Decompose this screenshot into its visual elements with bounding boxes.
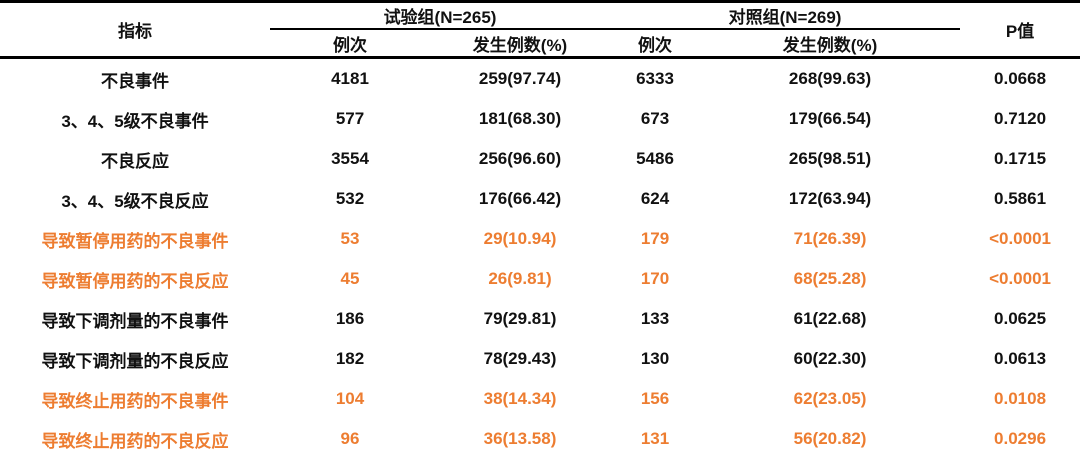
- trial-occurrence-cell: 259(97.74): [478, 69, 562, 88]
- control-cases-cell: 170: [640, 269, 670, 288]
- trial-occurrence-cell: 78(29.43): [483, 349, 557, 368]
- control-occurrence-cell: 68(25.28): [793, 269, 867, 288]
- control-occurrence-cell: 62(23.05): [793, 389, 867, 408]
- header-trial-group: 试验组(N=265): [270, 1, 611, 30]
- indicator-cell: 导致终止用药的不良事件: [41, 391, 229, 411]
- indicator-cell: 不良事件: [101, 71, 169, 91]
- control-occurrence-cell: 60(22.30): [793, 349, 867, 368]
- header-trial-cases: 例次: [270, 29, 430, 59]
- trial-cases-cell: 186: [335, 309, 365, 328]
- trial-occurrence-cell: 26(9.81): [488, 269, 552, 288]
- header-control-occurrence: 发生例数(%): [700, 29, 961, 59]
- control-occurrence-cell: 179(66.54): [788, 109, 872, 128]
- p-value-cell: 0.0613: [994, 349, 1047, 368]
- trial-cases-cell: 4181: [331, 69, 369, 88]
- table-row: 3、4、5级不良反应 532 176(66.42) 624 172(63.94)…: [0, 179, 1080, 219]
- trial-cases-cell: 45: [340, 269, 360, 288]
- control-occurrence-cell: 172(63.94): [788, 189, 872, 208]
- table-row-highlighted: 导致暂停用药的不良反应 45 26(9.81) 170 68(25.28) <0…: [0, 259, 1080, 299]
- table-row: 不良事件 4181 259(97.74) 6333 268(99.63) 0.0…: [0, 58, 1080, 100]
- control-cases-cell: 131: [640, 429, 670, 448]
- p-value-cell: 0.5861: [994, 189, 1047, 208]
- indicator-cell: 3、4、5级不良事件: [61, 111, 209, 131]
- table-row: 3、4、5级不良事件 577 181(68.30) 673 179(66.54)…: [0, 99, 1080, 139]
- control-occurrence-cell: 61(22.68): [793, 309, 867, 328]
- p-value-cell: 0.0108: [994, 389, 1047, 408]
- control-occurrence-cell: 268(99.63): [788, 69, 872, 88]
- trial-cases-cell: 577: [335, 109, 365, 128]
- control-cases-cell: 156: [640, 389, 670, 408]
- p-value-cell: 0.0668: [994, 69, 1047, 88]
- trial-cases-cell: 104: [335, 389, 365, 408]
- header-control-cases: 例次: [610, 29, 701, 59]
- header-control-group: 对照组(N=269): [610, 1, 961, 30]
- trial-occurrence-cell: 176(66.42): [478, 189, 562, 208]
- trial-occurrence-cell: 181(68.30): [478, 109, 562, 128]
- indicator-cell: 导致暂停用药的不良反应: [41, 271, 229, 291]
- trial-cases-cell: 532: [335, 189, 365, 208]
- control-cases-cell: 673: [640, 109, 670, 128]
- control-cases-cell: 179: [640, 229, 670, 248]
- control-cases-cell: 133: [640, 309, 670, 328]
- control-occurrence-cell: 265(98.51): [788, 149, 872, 168]
- control-cases-cell: 6333: [636, 69, 674, 88]
- trial-occurrence-cell: 79(29.81): [483, 309, 557, 328]
- trial-occurrence-cell: 36(13.58): [483, 429, 557, 448]
- control-occurrence-cell: 71(26.39): [793, 229, 867, 248]
- p-value-cell: <0.0001: [989, 229, 1051, 248]
- trial-cases-cell: 3554: [331, 149, 369, 168]
- p-value-cell: 0.0296: [994, 429, 1047, 448]
- indicator-cell: 导致下调剂量的不良反应: [41, 351, 229, 371]
- table-row: 不良反应 3554 256(96.60) 5486 265(98.51) 0.1…: [0, 139, 1080, 179]
- control-occurrence-cell: 56(20.82): [793, 429, 867, 448]
- p-value-cell: 0.7120: [994, 109, 1047, 128]
- indicator-cell: 不良反应: [101, 151, 169, 171]
- p-value-cell: 0.0625: [994, 309, 1047, 328]
- trial-occurrence-cell: 38(14.34): [483, 389, 557, 408]
- control-cases-cell: 624: [640, 189, 670, 208]
- header-indicator: 指标: [0, 1, 270, 59]
- trial-cases-cell: 182: [335, 349, 365, 368]
- control-cases-cell: 5486: [636, 149, 674, 168]
- trial-occurrence-cell: 29(10.94): [483, 229, 557, 248]
- indicator-cell: 导致终止用药的不良反应: [41, 431, 229, 451]
- indicator-cell: 导致下调剂量的不良事件: [41, 311, 229, 331]
- indicator-cell: 3、4、5级不良反应: [61, 191, 209, 211]
- table-row-highlighted: 导致暂停用药的不良事件 53 29(10.94) 179 71(26.39) <…: [0, 219, 1080, 259]
- header-p-value: P值: [960, 1, 1080, 59]
- table-row: 导致下调剂量的不良事件 186 79(29.81) 133 61(22.68) …: [0, 299, 1080, 339]
- trial-cases-cell: 96: [340, 429, 360, 448]
- table-row-highlighted: 导致终止用药的不良事件 104 38(14.34) 156 62(23.05) …: [0, 379, 1080, 419]
- header-trial-occurrence: 发生例数(%): [430, 29, 611, 59]
- trial-occurrence-cell: 256(96.60): [478, 149, 562, 168]
- trial-cases-cell: 53: [340, 229, 360, 248]
- p-value-cell: <0.0001: [989, 269, 1051, 288]
- indicator-cell: 导致暂停用药的不良事件: [41, 231, 229, 251]
- control-cases-cell: 130: [640, 349, 670, 368]
- table-row-highlighted: 导致终止用药的不良反应 96 36(13.58) 131 56(20.82) 0…: [0, 419, 1080, 458]
- table-row: 导致下调剂量的不良反应 182 78(29.43) 130 60(22.30) …: [0, 339, 1080, 379]
- p-value-cell: 0.1715: [994, 149, 1047, 168]
